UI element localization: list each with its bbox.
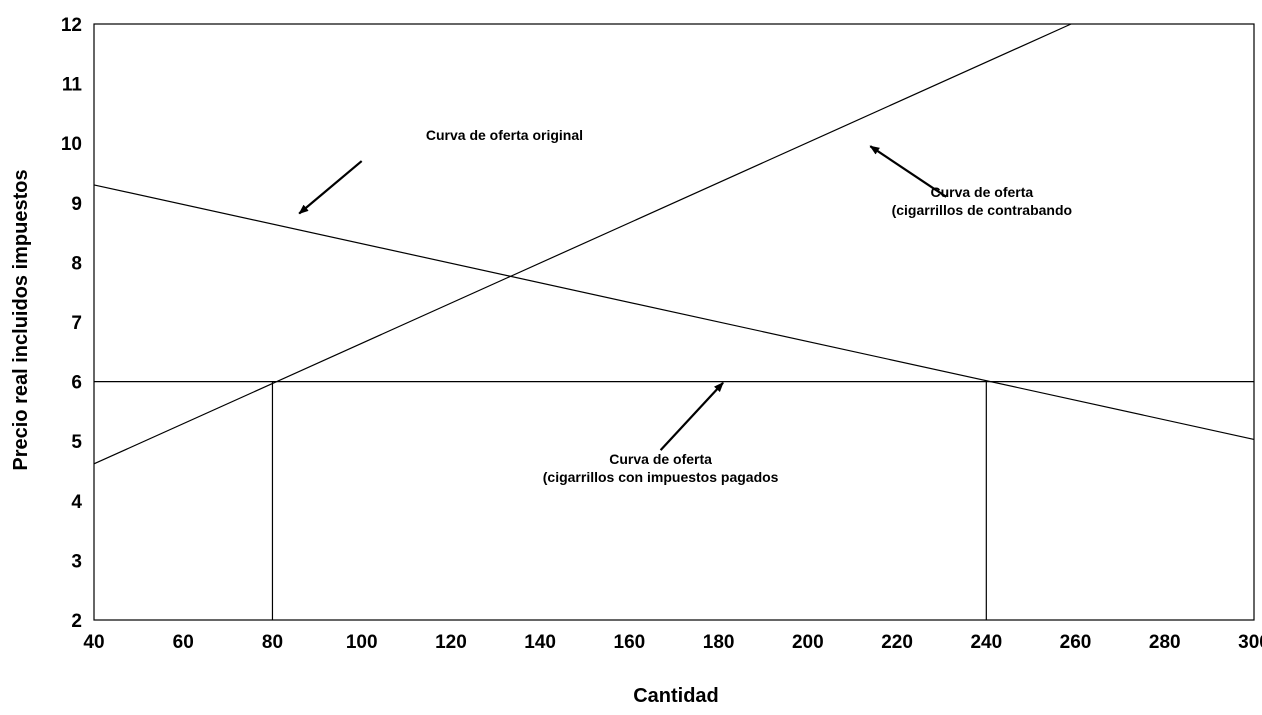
y-tick-label: 10 (61, 134, 82, 155)
x-axis-ticks: 40 60 80 100 120 140 160 180 200 220 240 260 280 300 (83, 632, 1262, 653)
curve-contraband (93, 23, 1072, 465)
y-tick-label: 4 (71, 492, 82, 513)
y-axis-title: Precio real incluidos impuestos (10, 169, 32, 470)
annotation-line: Curva de oferta original (426, 127, 583, 143)
y-tick-label: 7 (71, 313, 82, 334)
y-tick-label: 2 (71, 611, 82, 632)
y-tick-label: 5 (71, 432, 82, 453)
x-tick-label: 300 (1238, 632, 1262, 653)
annotation-line: (cigarrillos de contrabando (892, 202, 1072, 218)
y-tick-label: 12 (61, 15, 82, 36)
y-tick-label: 11 (62, 75, 83, 96)
annotation-line: (cigarrillos con impuestos pagados (543, 469, 779, 485)
y-axis-ticks: 2 3 4 5 6 7 8 9 10 11 12 (61, 15, 83, 632)
x-axis-title: Cantidad (633, 685, 719, 707)
x-tick-label: 260 (1060, 632, 1092, 653)
x-tick-label: 120 (435, 632, 467, 653)
annotation-arrow-original (298, 160, 363, 215)
annotation-line: Curva de oferta (930, 184, 1033, 200)
annotations: Curva de oferta original Curva de oferta (… (298, 127, 1072, 485)
curve-original (93, 184, 1255, 440)
x-tick-label: 280 (1149, 632, 1181, 653)
x-tick-label: 200 (792, 632, 824, 653)
y-tick-label: 8 (71, 253, 82, 274)
annotation-arrow-contraband (869, 145, 947, 198)
x-tick-label: 160 (614, 632, 646, 653)
x-tick-label: 240 (970, 632, 1002, 653)
x-tick-label: 180 (703, 632, 735, 653)
x-tick-label: 140 (524, 632, 556, 653)
curves (93, 23, 1255, 465)
y-tick-label: 3 (71, 551, 82, 572)
plot-frame (93, 23, 1255, 621)
x-tick-label: 80 (262, 632, 283, 653)
y-tick-label: 9 (71, 194, 82, 215)
annotation-line: Curva de oferta (609, 451, 712, 467)
annotation-arrow-tax-paid (659, 382, 724, 451)
y-tick-label: 6 (71, 373, 82, 394)
x-tick-label: 220 (881, 632, 913, 653)
annotation-text-tax-paid: Curva de oferta (cigarrillos con impuesto… (543, 451, 779, 485)
x-tick-label: 60 (173, 632, 194, 653)
annotation-text-original: Curva de oferta original (426, 127, 583, 143)
x-tick-label: 40 (83, 632, 104, 653)
x-tick-label: 100 (346, 632, 378, 653)
reference-lines (271, 381, 987, 620)
annotation-text-contraband: Curva de oferta (cigarrillos de contraban… (892, 184, 1072, 218)
